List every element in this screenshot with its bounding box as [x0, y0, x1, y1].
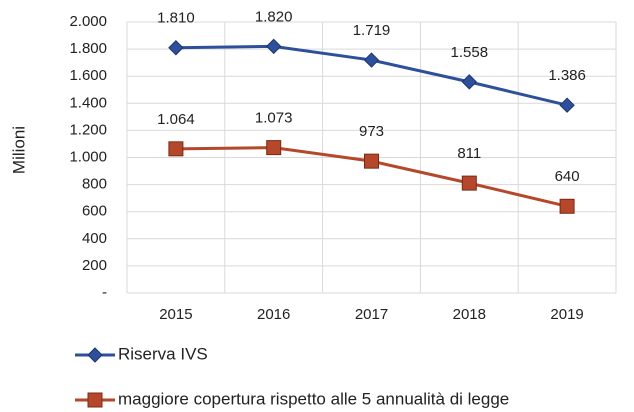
- y-tick-label: 1.200: [69, 121, 107, 138]
- data-point: [168, 40, 184, 56]
- y-tick-label: 1.400: [69, 94, 107, 111]
- data-point: [364, 153, 379, 169]
- y-tick-label: 1.000: [69, 148, 107, 165]
- y-tick-label: 1.600: [69, 67, 107, 84]
- x-tick-label: 2015: [159, 306, 192, 323]
- data-point: [168, 141, 184, 157]
- x-tick-label: 2017: [355, 306, 388, 323]
- data-point: [461, 74, 478, 90]
- y-tick-label: 2.000: [69, 13, 107, 30]
- data-point: [266, 140, 282, 156]
- data-point: [461, 175, 477, 191]
- data-label: 1.386: [548, 67, 586, 84]
- legend-label: maggiore copertura rispetto alle 5 annua…: [118, 389, 509, 408]
- y-tick-label: 1.800: [69, 40, 107, 57]
- y-tick-label: -: [102, 284, 107, 301]
- data-point: [265, 38, 282, 55]
- y-tick-label: 400: [82, 230, 107, 247]
- x-tick-label: 2019: [550, 306, 583, 323]
- legend-label: Riserva IVS: [118, 344, 208, 363]
- legend-marker: [87, 392, 103, 408]
- data-label: 1.810: [157, 10, 195, 27]
- data-label: 811: [457, 145, 481, 162]
- y-axis-label: Milioni: [9, 126, 28, 174]
- data-label: 1.820: [255, 8, 293, 25]
- x-tick-label: 2016: [257, 306, 290, 323]
- data-label: 1.719: [353, 22, 391, 39]
- y-tick-label: 600: [82, 203, 107, 220]
- data-point: [363, 52, 380, 68]
- data-label: 1.064: [157, 111, 195, 128]
- data-label: 1.558: [451, 44, 489, 61]
- x-tick-label: 2018: [453, 306, 486, 323]
- data-label: 640: [555, 168, 580, 185]
- legend-marker: [87, 347, 103, 363]
- data-point: [559, 97, 575, 113]
- y-tick-label: 200: [82, 257, 107, 274]
- data-label: 1.073: [255, 110, 293, 127]
- data-point: [559, 198, 575, 214]
- data-label: 973: [359, 123, 384, 140]
- y-tick-label: 800: [82, 176, 107, 193]
